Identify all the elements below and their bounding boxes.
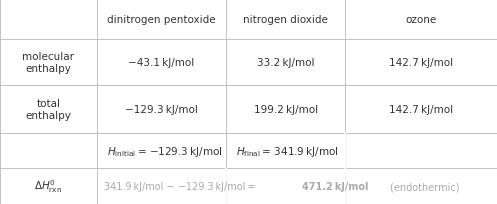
- Text: total
enthalpy: total enthalpy: [25, 99, 72, 120]
- Text: dinitrogen pentoxide: dinitrogen pentoxide: [107, 15, 216, 25]
- Text: ozone: ozone: [406, 15, 437, 25]
- Text: −43.1 kJ/mol: −43.1 kJ/mol: [128, 58, 195, 68]
- Text: $H_{\mathregular{initial}}$ = −129.3 kJ/mol: $H_{\mathregular{initial}}$ = −129.3 kJ/…: [107, 144, 222, 158]
- Text: −129.3 kJ/mol: −129.3 kJ/mol: [125, 105, 198, 115]
- Text: 341.9 kJ/mol − −129.3 kJ/mol =: 341.9 kJ/mol − −129.3 kJ/mol =: [104, 181, 258, 191]
- Text: 142.7 kJ/mol: 142.7 kJ/mol: [389, 105, 453, 115]
- Text: 199.2 kJ/mol: 199.2 kJ/mol: [253, 105, 318, 115]
- Text: 471.2 kJ/mol: 471.2 kJ/mol: [303, 181, 369, 191]
- Text: $\Delta H^0_{\mathregular{rxn}}$: $\Delta H^0_{\mathregular{rxn}}$: [34, 178, 63, 194]
- Text: 142.7 kJ/mol: 142.7 kJ/mol: [389, 58, 453, 68]
- Text: 33.2 kJ/mol: 33.2 kJ/mol: [257, 58, 315, 68]
- Text: molecular
enthalpy: molecular enthalpy: [22, 52, 75, 73]
- Text: (endothermic): (endothermic): [388, 181, 460, 191]
- Text: nitrogen dioxide: nitrogen dioxide: [244, 15, 328, 25]
- Text: $H_{\mathregular{final}}$ = 341.9 kJ/mol: $H_{\mathregular{final}}$ = 341.9 kJ/mol: [236, 144, 338, 158]
